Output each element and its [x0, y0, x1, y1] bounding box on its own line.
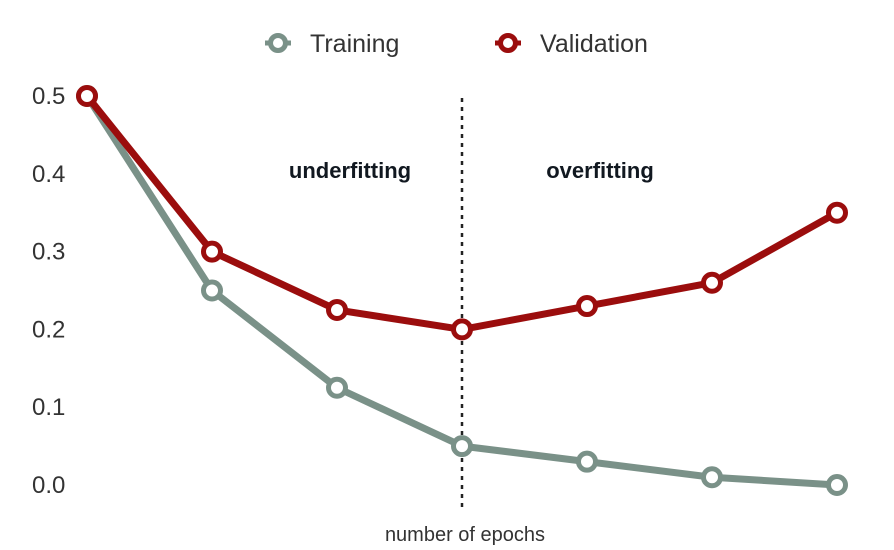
y-tick-label: 0.3: [32, 239, 65, 266]
y-tick-label: 0.2: [32, 316, 65, 343]
data-point: [451, 318, 473, 341]
data-point: [576, 295, 598, 318]
data-point: [201, 279, 223, 302]
y-tick-label: 0.0: [32, 472, 65, 499]
legend-marker: [498, 33, 518, 53]
legend-entry: Training: [265, 30, 399, 58]
data-point: [201, 240, 223, 263]
annotation-underfitting: underfitting: [289, 158, 411, 183]
y-axis: 0.0 0.1 0.2 0.3 0.4 0.5: [32, 83, 65, 499]
annotation-overfitting: overfitting: [546, 158, 654, 183]
data-point: [76, 85, 98, 107]
data-point: [576, 450, 598, 473]
data-point: [326, 298, 348, 321]
y-tick-label: 0.4: [32, 161, 65, 188]
data-point: [451, 435, 473, 458]
y-tick-label: 0.1: [32, 394, 65, 421]
data-point: [326, 376, 348, 399]
series-line: [83, 92, 841, 333]
data-point: [826, 474, 848, 496]
data-point: [701, 271, 723, 294]
legend-entry: Validation: [495, 30, 648, 58]
x-axis-label: number of epochs: [385, 524, 545, 546]
y-tick-label: 0.5: [32, 83, 65, 110]
legend: Training Validation: [265, 30, 648, 58]
data-point: [826, 201, 848, 224]
series-validation: [76, 85, 848, 341]
legend-marker: [268, 33, 288, 53]
legend-label: Training: [310, 30, 399, 58]
series-group: [76, 85, 848, 496]
annotations: underfitting overfitting: [289, 158, 654, 183]
data-point: [701, 466, 723, 489]
legend-label: Validation: [540, 30, 648, 58]
